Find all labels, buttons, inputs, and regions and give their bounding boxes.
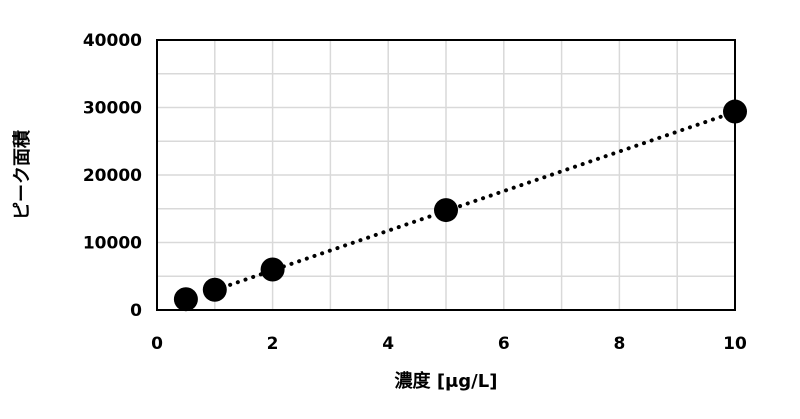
gridlines xyxy=(157,40,735,310)
plot-area-frame xyxy=(156,39,736,311)
trendline xyxy=(212,109,737,293)
data-point xyxy=(434,198,458,223)
data-point xyxy=(202,277,227,302)
x-tick-label: 10 xyxy=(723,334,747,354)
x-tick-label: 6 xyxy=(498,334,510,354)
x-tick-label: 8 xyxy=(613,334,625,354)
x-axis-title: 濃度 [μg/L] xyxy=(395,370,498,392)
y-tick-label: 0 xyxy=(130,301,142,321)
data-point xyxy=(723,99,747,124)
y-axis-title: ピーク面積 xyxy=(11,129,33,220)
y-tick-label: 40000 xyxy=(83,31,142,51)
data-points xyxy=(173,99,747,312)
x-tick-labels: 0 2 4 6 8 10 xyxy=(151,334,747,354)
data-point xyxy=(260,257,285,282)
y-tick-label: 20000 xyxy=(83,166,142,186)
trendline-group xyxy=(212,109,737,293)
x-tick-label: 4 xyxy=(382,334,394,354)
y-tick-label: 10000 xyxy=(83,234,142,254)
data-point xyxy=(173,287,198,312)
y-tick-labels: 0 10000 20000 30000 40000 xyxy=(83,31,142,321)
x-tick-label: 2 xyxy=(267,334,279,354)
x-tick-label: 0 xyxy=(151,334,163,354)
y-tick-label: 30000 xyxy=(83,99,142,119)
